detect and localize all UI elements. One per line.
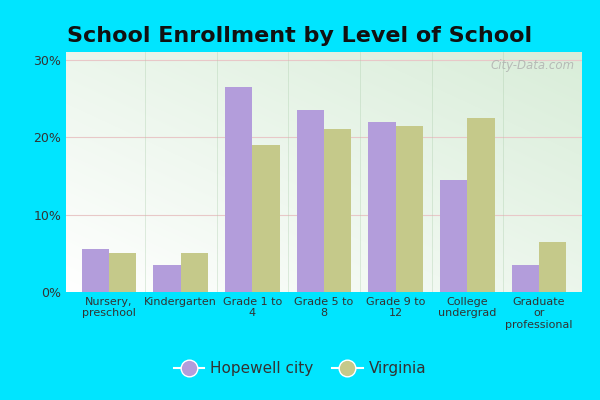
Bar (109, 253, 136, 292)
Bar (154, 265, 181, 292)
Text: School Enrollment by Level of School: School Enrollment by Level of School (67, 26, 533, 46)
Bar (181, 253, 208, 292)
Legend: Hopewell city, Virginia: Hopewell city, Virginia (167, 355, 433, 382)
Bar (225, 87, 253, 292)
Bar (253, 145, 280, 292)
Bar (368, 122, 395, 292)
Bar (395, 126, 423, 292)
Bar (467, 118, 494, 292)
Bar (82, 250, 109, 292)
Bar (324, 130, 351, 292)
Bar (512, 265, 539, 292)
Bar (297, 110, 324, 292)
Bar (539, 242, 566, 292)
Text: City-Data.com: City-Data.com (490, 59, 574, 72)
Bar (440, 180, 467, 292)
